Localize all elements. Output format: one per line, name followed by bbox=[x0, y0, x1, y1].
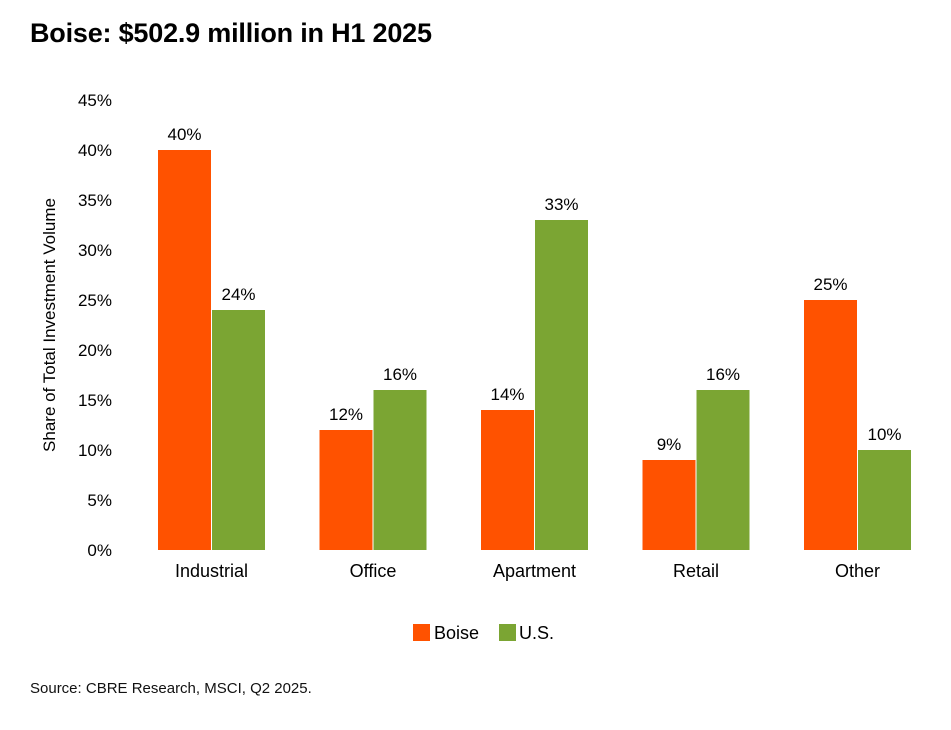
bar-industrial-us bbox=[212, 310, 265, 550]
data-label: 24% bbox=[221, 285, 255, 304]
x-axis-categories: Industrial Office Apartment Retail Other bbox=[175, 561, 880, 581]
y-tick-label: 40% bbox=[78, 141, 112, 160]
data-label: 16% bbox=[383, 365, 417, 384]
data-label: 9% bbox=[657, 435, 682, 454]
x-category-label: Other bbox=[835, 561, 880, 581]
x-category-label: Office bbox=[350, 561, 397, 581]
y-axis-ticks: 0% 5% 10% 15% 20% 25% 30% 35% 40% 45% bbox=[78, 91, 112, 560]
legend: Boise U.S. bbox=[413, 623, 554, 643]
bar-office-boise bbox=[319, 430, 373, 550]
legend-label: Boise bbox=[434, 623, 479, 643]
data-label: 40% bbox=[167, 125, 201, 144]
bar-other-boise bbox=[804, 300, 857, 550]
x-category-label: Retail bbox=[673, 561, 719, 581]
legend-label: U.S. bbox=[519, 623, 554, 643]
bar-office-us bbox=[373, 390, 427, 550]
legend-swatch bbox=[499, 624, 516, 641]
bar-retail-us bbox=[696, 390, 750, 550]
bar-other-us bbox=[858, 450, 911, 550]
y-axis-label: Share of Total Investment Volume bbox=[40, 198, 59, 452]
bar-apartment-boise bbox=[481, 410, 534, 550]
chart-title: Boise: $502.9 million in H1 2025 bbox=[30, 18, 432, 48]
data-label: 33% bbox=[544, 195, 578, 214]
data-labels: 40% 24% 12% 16% 14% 33% 9% 16% 25% 10% bbox=[167, 125, 901, 454]
bar-industrial-boise bbox=[158, 150, 211, 550]
x-category-label: Industrial bbox=[175, 561, 248, 581]
y-tick-label: 45% bbox=[78, 91, 112, 110]
data-label: 14% bbox=[490, 385, 524, 404]
data-label: 25% bbox=[813, 275, 847, 294]
y-tick-label: 25% bbox=[78, 291, 112, 310]
y-tick-label: 0% bbox=[87, 541, 112, 560]
y-tick-label: 10% bbox=[78, 441, 112, 460]
source-note: Source: CBRE Research, MSCI, Q2 2025. bbox=[30, 680, 312, 697]
data-label: 10% bbox=[867, 425, 901, 444]
legend-swatch bbox=[413, 624, 430, 641]
y-tick-label: 35% bbox=[78, 191, 112, 210]
y-tick-label: 15% bbox=[78, 391, 112, 410]
data-label: 16% bbox=[706, 365, 740, 384]
y-tick-label: 20% bbox=[78, 341, 112, 360]
x-category-label: Apartment bbox=[493, 561, 576, 581]
y-tick-label: 30% bbox=[78, 241, 112, 260]
bars bbox=[158, 150, 911, 550]
bar-retail-boise bbox=[642, 460, 696, 550]
bar-apartment-us bbox=[535, 220, 588, 550]
data-label: 12% bbox=[329, 405, 363, 424]
y-tick-label: 5% bbox=[87, 491, 112, 510]
